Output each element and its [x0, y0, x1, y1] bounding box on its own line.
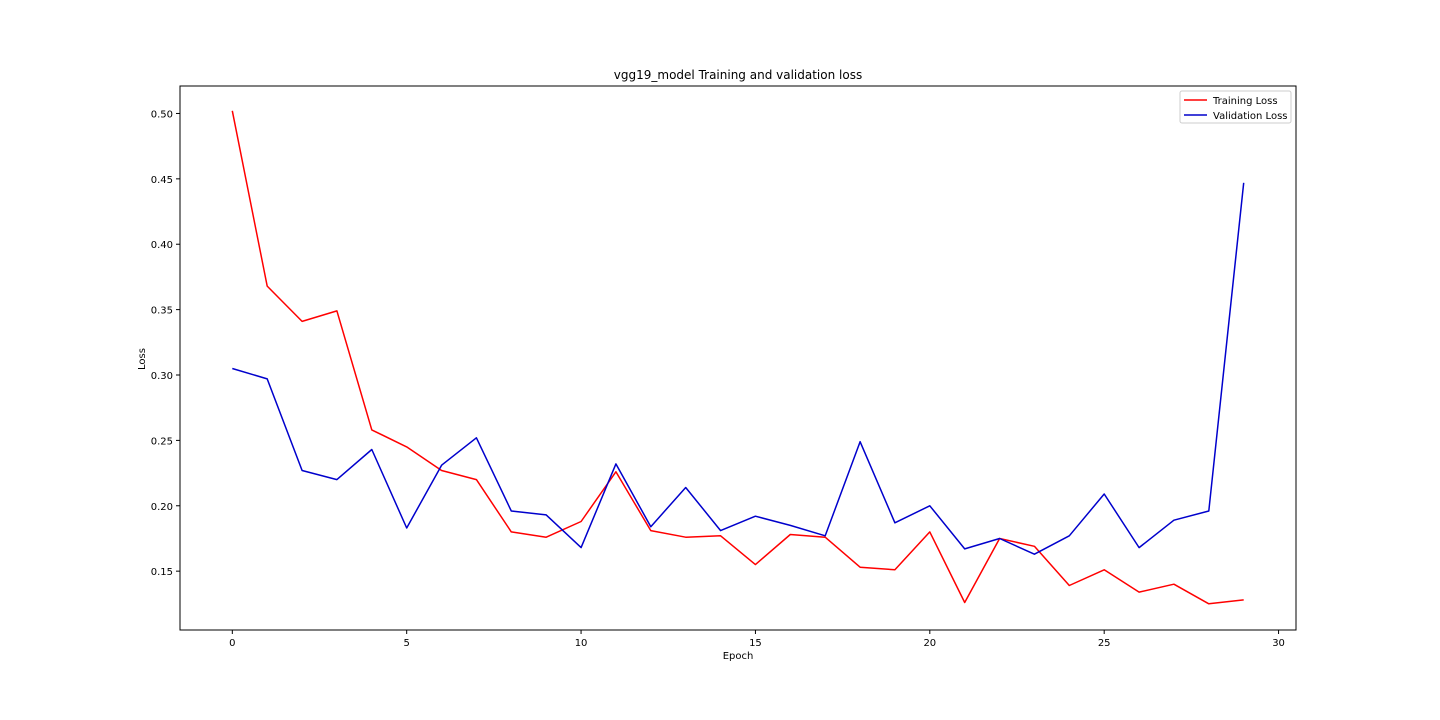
legend-label: Training Loss — [1212, 96, 1278, 107]
y-axis: 0.15 0.20 0.25 0.30 0.35 0.40 0.45 0.50 — [151, 109, 180, 578]
legend: Training Loss Validation Loss — [1179, 90, 1292, 124]
y-tick-label: 0.35 — [151, 306, 173, 317]
x-tick-label: 10 — [575, 638, 588, 649]
y-tick-label: 0.45 — [151, 175, 173, 186]
series-lines — [231, 110, 1245, 605]
x-tick-label: 0 — [229, 638, 235, 649]
x-tick-label: 5 — [404, 638, 410, 649]
x-tick-label: 25 — [1098, 638, 1111, 649]
y-tick-label: 0.20 — [151, 502, 173, 513]
legend-label: Validation Loss — [1213, 111, 1288, 122]
y-tick-label: 0.50 — [151, 109, 173, 120]
series-line-training-loss — [231, 110, 1244, 605]
y-axis-label: Loss — [137, 348, 148, 370]
y-tick-label: 0.15 — [151, 567, 173, 578]
legend-box — [1179, 90, 1292, 124]
x-axis-label: Epoch — [723, 651, 754, 662]
x-axis: 0 5 10 15 20 25 30 — [229, 630, 1285, 649]
x-tick-label: 15 — [749, 638, 762, 649]
x-tick-label: 20 — [923, 638, 936, 649]
y-tick-label: 0.30 — [151, 371, 173, 382]
chart-title: vgg19_model Training and validation loss — [614, 68, 862, 82]
x-tick-label: 30 — [1272, 638, 1285, 649]
series-line-validation-loss — [232, 182, 1245, 555]
plot-frame — [179, 85, 1297, 631]
y-tick-label: 0.40 — [151, 240, 173, 251]
y-tick-label: 0.25 — [151, 436, 173, 447]
